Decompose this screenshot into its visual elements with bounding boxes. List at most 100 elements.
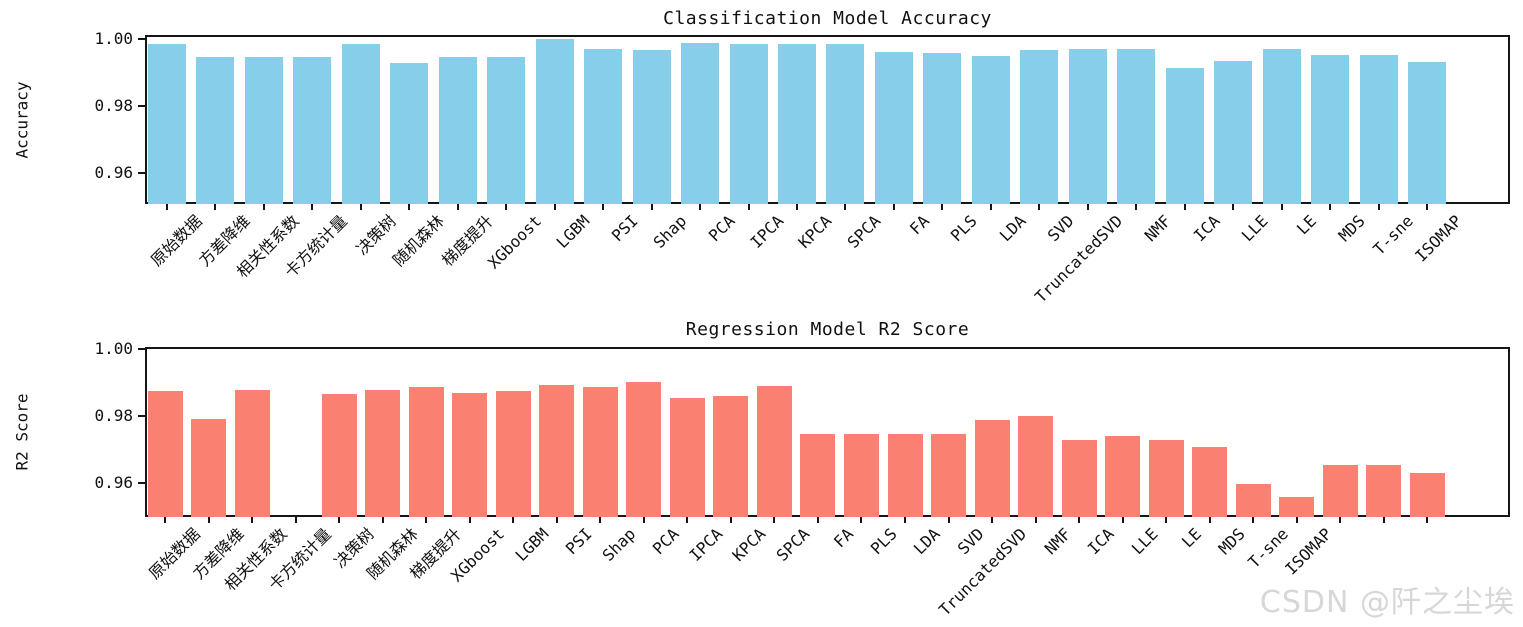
- x-tick-mark: [1086, 204, 1089, 210]
- bar: [800, 434, 836, 517]
- x-tick-mark: [214, 204, 217, 210]
- y-tick-label: 1.00: [94, 339, 133, 359]
- bar: [971, 56, 1010, 204]
- x-tick-mark: [338, 517, 341, 523]
- x-tick-mark: [1252, 517, 1255, 523]
- bar: [408, 387, 444, 517]
- x-tick-label: SPCA: [772, 524, 814, 565]
- bar: [777, 44, 816, 204]
- bar: [1409, 472, 1445, 517]
- bar: [341, 44, 380, 204]
- bar: [1165, 67, 1204, 204]
- x-tick-mark: [991, 517, 994, 523]
- bar: [535, 39, 574, 204]
- x-tick-label: Shap: [649, 211, 691, 252]
- x-tick-mark: [1034, 517, 1037, 523]
- bar: [931, 434, 967, 517]
- x-tick-label: PSI: [561, 524, 596, 559]
- bar: [234, 390, 270, 517]
- bar: [438, 56, 477, 204]
- bar: [887, 434, 923, 517]
- x-tick-mark: [1135, 204, 1138, 210]
- x-tick-mark: [555, 517, 558, 523]
- y-tick-label: 0.98: [94, 96, 133, 115]
- x-tick-mark: [1038, 204, 1041, 210]
- x-tick-mark: [207, 517, 210, 523]
- x-tick-mark: [904, 517, 906, 523]
- x-tick-label: ISOMAP: [1411, 211, 1466, 266]
- x-tick-mark: [816, 517, 819, 523]
- bar: [1359, 55, 1398, 204]
- bar: [390, 62, 429, 204]
- x-tick-label: LLE: [1237, 211, 1272, 246]
- x-tick-label: LDA: [909, 524, 944, 559]
- x-tick-mark: [1078, 517, 1081, 523]
- y-tick-mark: [138, 348, 145, 350]
- x-tick-mark: [650, 204, 653, 210]
- y-tick-mark: [138, 38, 145, 41]
- bar: [148, 44, 186, 204]
- bar: [147, 391, 183, 517]
- x-tick-label: PLS: [866, 524, 901, 559]
- bar: [1366, 465, 1402, 517]
- bar: [365, 389, 401, 517]
- x-tick-mark: [860, 517, 863, 523]
- x-tick-mark: [456, 204, 459, 210]
- x-tick-label: SVD: [953, 524, 988, 559]
- x-tick-mark: [381, 517, 384, 523]
- x-tick-mark: [699, 204, 702, 210]
- y-tick-mark: [138, 482, 145, 485]
- x-tick-label: LDA: [995, 211, 1030, 246]
- bar: [293, 56, 332, 204]
- bar: [487, 56, 526, 204]
- x-tick-label: 随机森林: [389, 211, 449, 270]
- x-tick-label: 决策树: [352, 211, 400, 259]
- bar: [681, 43, 720, 204]
- bar: [582, 387, 618, 517]
- x-tick-label: FA: [905, 211, 933, 239]
- x-tick-label: MDS: [1334, 211, 1369, 246]
- chart-title: Classification Model Accuracy: [663, 8, 992, 29]
- x-tick-label: IPCA: [685, 524, 727, 565]
- x-tick-label: PSI: [607, 211, 642, 246]
- bar: [1214, 61, 1253, 204]
- x-tick-mark: [1339, 517, 1342, 523]
- x-tick-mark: [512, 517, 515, 523]
- bar: [923, 52, 962, 204]
- bar: [452, 393, 488, 517]
- bar: [584, 49, 623, 204]
- y-tick-mark: [138, 415, 145, 418]
- x-tick-label: MDS: [1214, 524, 1249, 559]
- x-tick-label: T-sne: [1369, 211, 1418, 259]
- x-tick-label: IPCA: [746, 211, 788, 252]
- plot-area: 1.00 0.98 0.96 原始数据 方差降维 相关性系数 卡方统计量 决策树 随机森林 梯度提…: [94, 340, 1510, 619]
- x-tick-mark: [1280, 204, 1283, 210]
- x-tick-mark: [553, 204, 556, 210]
- bar: [1235, 484, 1271, 517]
- x-tick-label: NMF: [1040, 524, 1075, 559]
- x-tick-mark: [1165, 517, 1168, 523]
- x-tick-mark: [844, 204, 847, 210]
- x-tick-label: PLS: [947, 211, 982, 246]
- bar: [713, 395, 749, 517]
- x-tick-label: ICA: [1189, 211, 1224, 246]
- x-tick-label: LLE: [1127, 524, 1162, 559]
- y-tick-label: 1.00: [94, 29, 133, 49]
- x-tick-mark: [1232, 204, 1235, 210]
- x-tick-mark: [747, 204, 750, 210]
- chart-title: Regression Model R2 Score: [685, 319, 970, 340]
- x-tick-mark: [729, 517, 732, 523]
- x-tick-mark: [1208, 517, 1211, 523]
- x-tick-label: FA: [829, 524, 857, 552]
- bar: [626, 382, 662, 517]
- x-tick-label: TruncatedSVD: [1031, 211, 1127, 307]
- bar: [826, 44, 865, 204]
- x-tick-mark: [1425, 204, 1428, 210]
- x-tick-mark: [311, 204, 314, 210]
- x-tick-mark: [1295, 517, 1298, 523]
- bar: [1061, 440, 1097, 517]
- x-tick-label: ISOMAP: [1281, 524, 1336, 579]
- x-tick-mark: [795, 204, 798, 210]
- x-tick-mark: [359, 204, 362, 210]
- x-tick-label: 原始数据: [147, 211, 206, 270]
